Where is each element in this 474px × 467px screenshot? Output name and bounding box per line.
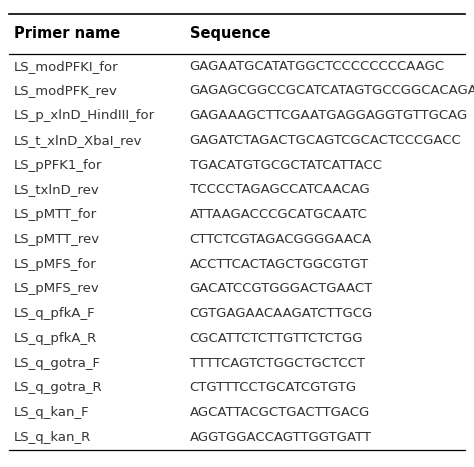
Text: TCCCCTAGAGCCATCAACAG: TCCCCTAGAGCCATCAACAG: [190, 184, 369, 196]
Text: Primer name: Primer name: [14, 26, 120, 42]
Text: LS_pMTT_rev: LS_pMTT_rev: [14, 233, 100, 246]
Text: AGCATTACGCTGACTTGACG: AGCATTACGCTGACTTGACG: [190, 406, 370, 419]
Text: CTGTTTCCTGCATCGTGTG: CTGTTTCCTGCATCGTGTG: [190, 382, 357, 394]
Text: TTTTCAGTCTGGCTGCTCCT: TTTTCAGTCTGGCTGCTCCT: [190, 357, 365, 369]
Text: GAGAGCGGCCGCATCATAGTGCCGGCACAGACC: GAGAGCGGCCGCATCATAGTGCCGGCACAGACC: [190, 85, 474, 97]
Text: CGCATTCTCTTGTTCTCTGG: CGCATTCTCTTGTTCTCTGG: [190, 332, 363, 345]
Text: LS_q_pfkA_F: LS_q_pfkA_F: [14, 307, 96, 320]
Text: LS_q_kan_R: LS_q_kan_R: [14, 431, 91, 444]
Text: ATTAAGACCCGCATGCAATC: ATTAAGACCCGCATGCAATC: [190, 208, 367, 221]
Text: LS_t_xlnD_XbaI_rev: LS_t_xlnD_XbaI_rev: [14, 134, 143, 147]
Text: ACCTTCACTAGCTGGCGTGT: ACCTTCACTAGCTGGCGTGT: [190, 258, 369, 270]
Text: LS_modPFK_rev: LS_modPFK_rev: [14, 85, 118, 97]
Text: LS_txlnD_rev: LS_txlnD_rev: [14, 184, 100, 196]
Text: LS_pPFK1_for: LS_pPFK1_for: [14, 159, 102, 171]
Text: LS_pMFS_rev: LS_pMFS_rev: [14, 283, 100, 295]
Text: LS_p_xlnD_HindIII_for: LS_p_xlnD_HindIII_for: [14, 109, 155, 122]
Text: LS_q_pfkA_R: LS_q_pfkA_R: [14, 332, 98, 345]
Text: LS_q_kan_F: LS_q_kan_F: [14, 406, 90, 419]
Text: GAGAATGCATATGGCTCCCCCCCCAAGC: GAGAATGCATATGGCTCCCCCCCCAAGC: [190, 60, 445, 72]
Text: CGTGAGAACAAGATCTTGCG: CGTGAGAACAAGATCTTGCG: [190, 307, 373, 320]
Text: CTTCTCGTAGACGGGGAACA: CTTCTCGTAGACGGGGAACA: [190, 233, 372, 246]
Text: LS_pMTT_for: LS_pMTT_for: [14, 208, 97, 221]
Text: TGACATGTGCGCTATCATTACC: TGACATGTGCGCTATCATTACC: [190, 159, 382, 171]
Text: AGGTGGACCAGTTGGTGATT: AGGTGGACCAGTTGGTGATT: [190, 431, 372, 444]
Text: GACATCCGTGGGACTGAACT: GACATCCGTGGGACTGAACT: [190, 283, 373, 295]
Text: GAGAAAGCTTCGAATGAGGAGGTGTTGCAG: GAGAAAGCTTCGAATGAGGAGGTGTTGCAG: [190, 109, 468, 122]
Text: Sequence: Sequence: [190, 26, 270, 42]
Text: GAGATCTAGACTGCAGTCGCACTCCCGACC: GAGATCTAGACTGCAGTCGCACTCCCGACC: [190, 134, 461, 147]
Text: LS_q_gotra_R: LS_q_gotra_R: [14, 382, 103, 394]
Text: LS_modPFKI_for: LS_modPFKI_for: [14, 60, 119, 72]
Text: LS_pMFS_for: LS_pMFS_for: [14, 258, 97, 270]
Text: LS_q_gotra_F: LS_q_gotra_F: [14, 357, 101, 369]
